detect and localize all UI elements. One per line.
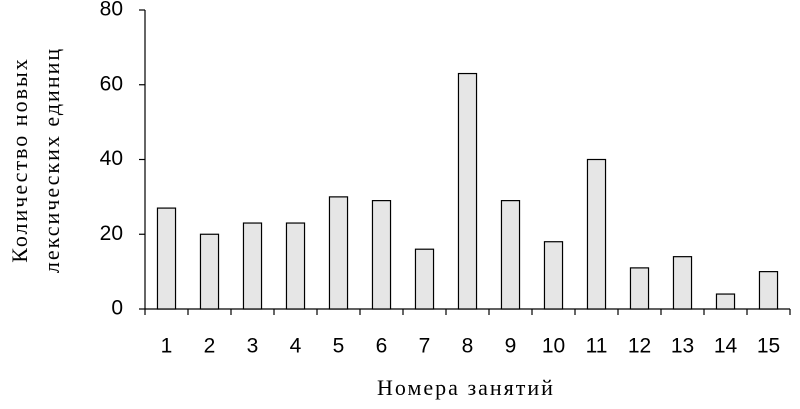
bar <box>758 271 779 310</box>
x-tick-label: 6 <box>376 335 388 358</box>
y-tick-label: 0 <box>111 297 123 320</box>
x-tick-label: 5 <box>333 335 345 358</box>
y-tick-label: 80 <box>100 0 123 21</box>
x-tick-label: 9 <box>505 335 517 358</box>
x-axis-label: Номера занятий <box>377 375 555 400</box>
bar <box>328 196 349 310</box>
x-tick-label: 8 <box>462 335 474 358</box>
x-tick-label: 13 <box>671 335 694 358</box>
bar <box>500 200 521 310</box>
x-tick-label: 12 <box>628 335 651 358</box>
x-tick-label: 14 <box>714 335 738 358</box>
bar <box>414 248 435 310</box>
x-tick-label: 7 <box>419 335 431 358</box>
bar <box>629 267 650 310</box>
bar <box>586 158 607 310</box>
y-tick-label: 20 <box>100 222 123 245</box>
y-tick-label: 60 <box>100 72 123 95</box>
x-tick-label: 2 <box>204 335 216 358</box>
y-tick-label: 40 <box>100 147 123 170</box>
bar <box>242 222 263 310</box>
x-tick-label: 3 <box>247 335 259 358</box>
x-tick-label: 4 <box>290 335 302 358</box>
x-tick-label: 1 <box>161 335 173 358</box>
bar <box>672 256 693 310</box>
bar <box>371 200 392 310</box>
bar <box>715 293 736 310</box>
bar <box>156 207 177 310</box>
x-tick-label: 15 <box>757 335 780 358</box>
bar <box>543 241 564 310</box>
y-axis-label: Количество новых <box>7 57 32 262</box>
bar <box>199 233 220 310</box>
y-axis-label: лексических единиц <box>39 47 64 273</box>
x-tick-label: 10 <box>542 335 565 358</box>
x-tick-label: 11 <box>586 335 608 358</box>
bar <box>285 222 306 310</box>
bar <box>457 72 478 310</box>
